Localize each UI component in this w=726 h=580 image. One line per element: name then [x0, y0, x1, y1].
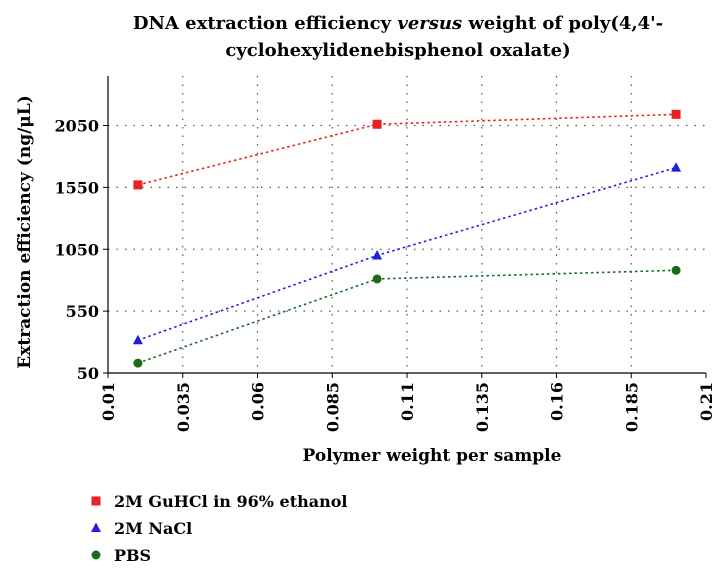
- x-tick-label: 0.135: [473, 382, 492, 432]
- legend-label: 2M NaCl: [114, 519, 192, 538]
- legend: 2M GuHCl in 96% ethanol 2M NaCl PBS: [91, 492, 347, 565]
- y-tick-label: 550: [66, 302, 99, 321]
- y-tick-label: 2050: [54, 117, 99, 136]
- series-line-square: [137, 113, 677, 186]
- grid: [108, 76, 706, 373]
- y-axis-label: Extraction efficiency (ng/μL): [15, 95, 35, 369]
- x-tick-label: 0.185: [622, 382, 641, 432]
- x-tick-label: 0.035: [174, 382, 193, 432]
- y-tick-label: 1050: [54, 240, 99, 259]
- data-point-circle: [372, 274, 382, 284]
- x-axis-label: Polymer weight per sample: [303, 446, 562, 466]
- data-point-triangle: [372, 249, 383, 260]
- x-tick-label: 0.01: [99, 382, 118, 421]
- legend-label: PBS: [114, 546, 151, 565]
- data-point-triangle: [132, 334, 143, 345]
- data-point-circle: [671, 265, 681, 275]
- tick-labels: 50 550 1050 1550 2050 0.01 0.035 0.06 0.085 0.11 0…: [54, 117, 716, 433]
- x-tick-label: 0.21: [697, 382, 716, 421]
- data-point-square: [133, 180, 143, 190]
- x-tick-label: 0.085: [323, 382, 342, 432]
- legend-label: 2M GuHCl in 96% ethanol: [114, 492, 347, 511]
- x-tick-label: 0.11: [398, 382, 417, 421]
- chart-title-line-2: cyclohexylidenebisphenol oxalate): [225, 40, 570, 61]
- y-tick-label: 50: [77, 364, 99, 383]
- legend-marker-circle: [91, 550, 101, 560]
- data-point-square: [372, 119, 382, 129]
- data-point-circle: [133, 358, 143, 368]
- series-layer: [132, 109, 682, 368]
- x-tick-label: 0.06: [249, 382, 268, 421]
- chart-title-line-1: DNA extraction efficiency versus weight …: [133, 13, 663, 34]
- y-tick-label: 1550: [54, 178, 99, 197]
- data-point-square: [671, 109, 681, 119]
- data-point-triangle: [671, 162, 682, 172]
- axes: [103, 76, 707, 378]
- legend-marker-square: [91, 496, 101, 506]
- x-tick-label: 0.16: [548, 382, 567, 421]
- legend-marker-triangle: [91, 522, 101, 532]
